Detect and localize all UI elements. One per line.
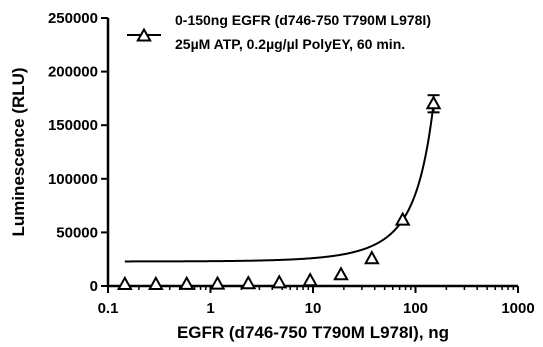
y-tick-label: 150000 xyxy=(48,117,98,134)
x-tick-label: 1 xyxy=(206,300,214,317)
fit-curve xyxy=(124,103,435,263)
legend: 0-150ng EGFR (d746-750 T790M L978I) 25µM… xyxy=(127,12,431,52)
data-point xyxy=(240,275,257,290)
data-point xyxy=(425,95,442,110)
y-tick-label: 200000 xyxy=(48,64,98,81)
legend-label-line1: 0-150ng EGFR (d746-750 T790M L978I) xyxy=(175,12,431,28)
data-point xyxy=(178,275,195,290)
x-axis-title: EGFR (d746-750 T790M L978I), ng xyxy=(177,323,449,342)
y-axis-title: Luminescence (RLU) xyxy=(9,67,28,236)
y-tick-label: 250000 xyxy=(48,10,98,27)
x-tick-label: 0.1 xyxy=(98,300,119,317)
x-axis-ticks: 0.1 1 10 100 1000 xyxy=(98,286,535,317)
x-tick-label: 100 xyxy=(403,300,428,317)
data-point xyxy=(394,211,411,226)
y-tick-label: 50000 xyxy=(56,224,98,241)
y-tick-label: 100000 xyxy=(48,171,98,188)
data-point xyxy=(271,274,288,289)
x-tick-label: 10 xyxy=(305,300,322,317)
data-point xyxy=(116,275,133,290)
data-points xyxy=(116,95,442,290)
legend-label-line2: 25µM ATP, 0.2µg/µl PolyEY, 60 min. xyxy=(175,36,405,52)
legend-triangle-icon xyxy=(136,27,152,42)
plot-area: 0 50000 100000 150000 200000 250000 0.1 1 10 100… xyxy=(48,10,535,317)
data-point xyxy=(209,275,226,290)
data-point xyxy=(333,266,349,281)
data-point xyxy=(302,272,319,287)
x-tick-label: 1000 xyxy=(501,300,534,317)
y-tick-label: 0 xyxy=(90,278,98,295)
data-point xyxy=(147,275,164,290)
y-axis-ticks: 0 50000 100000 150000 200000 250000 xyxy=(48,10,108,295)
data-point xyxy=(363,250,380,265)
